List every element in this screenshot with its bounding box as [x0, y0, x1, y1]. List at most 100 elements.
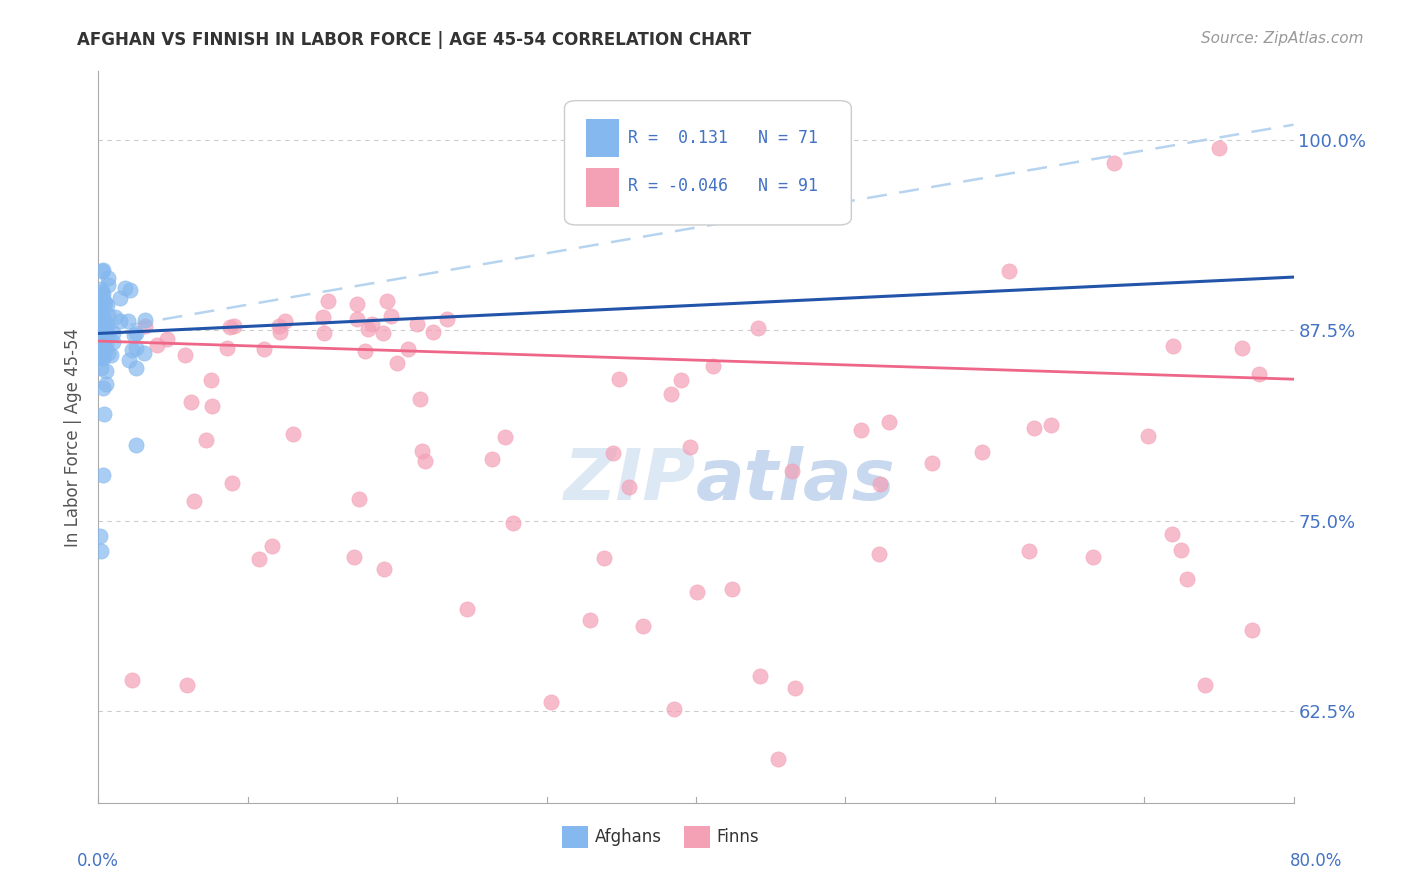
- Point: [91, 381, 114, 395]
- Point: [617, 480, 640, 494]
- Point: [132, 346, 155, 360]
- Point: [90, 328, 112, 343]
- Point: [108, 314, 131, 328]
- Point: [122, 328, 145, 343]
- Point: [1136, 429, 1159, 443]
- Point: [125, 326, 148, 340]
- Point: [1104, 155, 1126, 169]
- Point: [346, 311, 368, 326]
- Point: [93, 334, 115, 348]
- Point: [91, 287, 114, 301]
- Point: [94, 296, 117, 310]
- Point: [269, 326, 291, 340]
- Point: [180, 394, 202, 409]
- Point: [125, 360, 148, 375]
- Point: [118, 352, 141, 367]
- Point: [93, 263, 115, 277]
- Point: [100, 348, 122, 362]
- Point: [766, 751, 789, 765]
- Point: [89, 342, 111, 356]
- Point: [94, 376, 117, 391]
- FancyBboxPatch shape: [565, 101, 852, 225]
- Point: [702, 359, 724, 374]
- Point: [877, 415, 900, 429]
- Point: [93, 338, 115, 352]
- Point: [744, 208, 766, 222]
- Point: [94, 322, 117, 336]
- Point: [93, 320, 115, 334]
- Point: [96, 298, 118, 312]
- Point: [91, 318, 114, 332]
- Point: [194, 433, 217, 447]
- Y-axis label: In Labor Force | Age 45-54: In Labor Force | Age 45-54: [65, 327, 83, 547]
- Point: [89, 349, 111, 363]
- Point: [685, 585, 707, 599]
- Point: [748, 668, 770, 682]
- Point: [502, 516, 524, 530]
- Point: [353, 344, 375, 359]
- Point: [97, 328, 120, 343]
- Point: [90, 282, 112, 296]
- Point: [631, 619, 654, 633]
- Point: [117, 314, 139, 328]
- Point: [260, 539, 283, 553]
- Point: [360, 318, 382, 332]
- Point: [93, 313, 115, 327]
- Point: [97, 271, 120, 285]
- Point: [90, 351, 112, 365]
- Point: [134, 319, 156, 334]
- Point: [456, 602, 478, 616]
- Point: [411, 443, 433, 458]
- Point: [104, 310, 127, 324]
- Point: [274, 313, 297, 327]
- Point: [91, 342, 114, 356]
- Point: [970, 444, 993, 458]
- Point: [409, 392, 432, 407]
- Point: [90, 544, 112, 558]
- Point: [346, 296, 368, 310]
- Point: [96, 318, 118, 333]
- Point: [200, 373, 222, 387]
- Point: [869, 476, 891, 491]
- Point: [253, 342, 276, 356]
- Text: 80.0%: 80.0%: [1291, 852, 1343, 870]
- Point: [415, 453, 437, 467]
- Point: [93, 294, 115, 309]
- Point: [91, 334, 114, 349]
- Point: [385, 356, 408, 370]
- Point: [90, 343, 112, 358]
- Point: [720, 582, 742, 597]
- Point: [380, 309, 402, 323]
- Point: [90, 361, 112, 376]
- Point: [103, 335, 125, 350]
- Point: [91, 308, 114, 322]
- Point: [868, 548, 890, 562]
- Text: R = -0.046   N = 91: R = -0.046 N = 91: [628, 178, 818, 195]
- Point: [1240, 624, 1263, 638]
- Point: [1163, 339, 1185, 353]
- Point: [219, 320, 242, 334]
- Point: [146, 338, 169, 352]
- Point: [602, 446, 624, 460]
- Point: [221, 475, 243, 490]
- Point: [89, 317, 111, 331]
- Point: [347, 491, 370, 506]
- Point: [782, 464, 804, 478]
- Point: [108, 291, 131, 305]
- Point: [120, 283, 142, 297]
- Point: [89, 302, 111, 317]
- Point: [93, 407, 115, 421]
- Point: [121, 343, 143, 358]
- Point: [91, 264, 114, 278]
- Point: [87, 290, 110, 304]
- Point: [94, 343, 117, 358]
- Point: [1040, 418, 1063, 433]
- Point: [679, 440, 702, 454]
- Point: [201, 399, 224, 413]
- Point: [90, 327, 112, 342]
- Point: [215, 341, 238, 355]
- Point: [1175, 572, 1198, 586]
- Point: [91, 333, 114, 347]
- Point: [1208, 140, 1230, 154]
- Point: [183, 494, 205, 508]
